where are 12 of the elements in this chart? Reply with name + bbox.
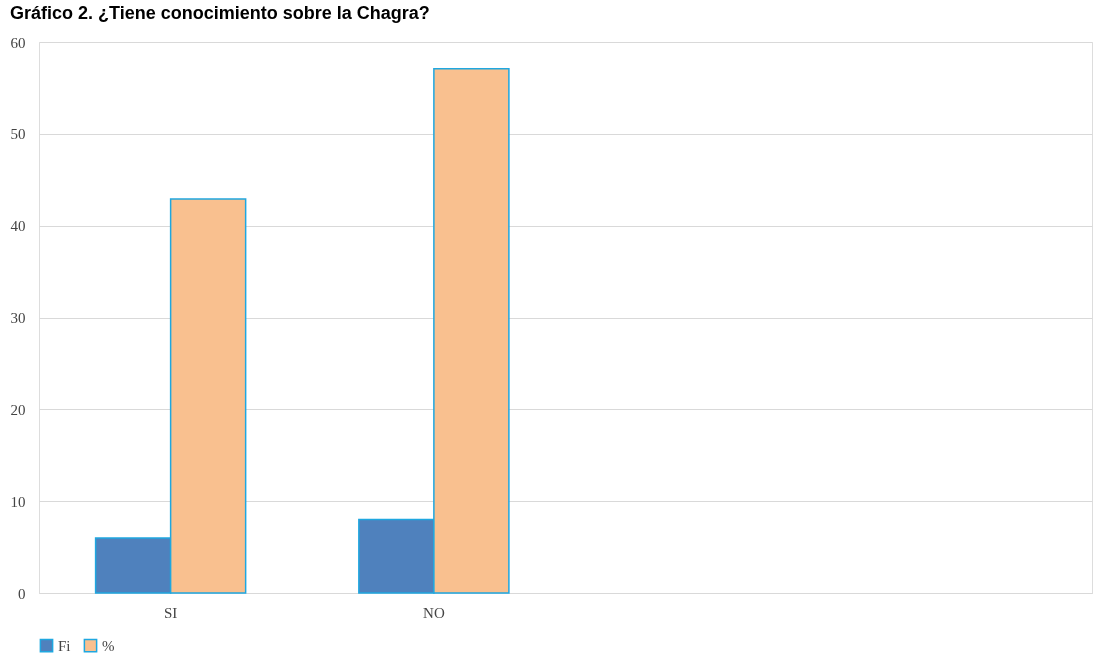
y-tick-label: 10 (10, 493, 26, 510)
y-tick-label: 20 (10, 401, 26, 418)
chart-title: Gráfico 2. ¿Tiene conocimiento sobre la Chagra? (10, 3, 430, 23)
y-tick-label: 30 (10, 310, 26, 326)
y-tick-label: 40 (10, 218, 26, 235)
x-tick-label: SI (163, 604, 178, 621)
y-tick-label: 0 (18, 585, 26, 602)
y-tick-label: 50 (10, 126, 26, 143)
legend-label: Fi (58, 637, 71, 654)
y-tick-label: 60 (10, 34, 26, 51)
x-tick-label: NO (423, 604, 445, 621)
legend-label: % (102, 637, 115, 654)
